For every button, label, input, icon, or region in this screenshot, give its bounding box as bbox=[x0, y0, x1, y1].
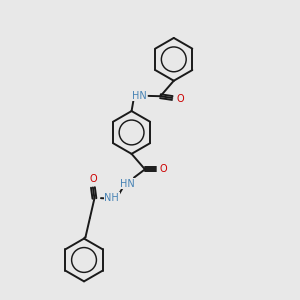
Text: HN: HN bbox=[120, 178, 134, 189]
Text: HN: HN bbox=[132, 91, 147, 100]
Text: O: O bbox=[176, 94, 184, 103]
Text: O: O bbox=[160, 164, 167, 174]
Text: NH: NH bbox=[104, 193, 119, 203]
Text: O: O bbox=[89, 174, 97, 184]
